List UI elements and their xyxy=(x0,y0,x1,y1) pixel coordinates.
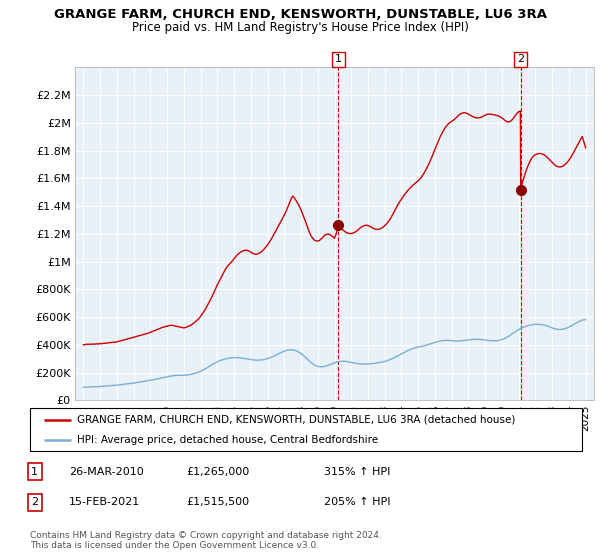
Text: Contains HM Land Registry data © Crown copyright and database right 2024.
This d: Contains HM Land Registry data © Crown c… xyxy=(30,530,382,550)
Text: 15-FEB-2021: 15-FEB-2021 xyxy=(69,497,140,507)
Text: 315% ↑ HPI: 315% ↑ HPI xyxy=(324,466,391,477)
Text: 2: 2 xyxy=(31,497,38,507)
Text: 1: 1 xyxy=(335,54,342,64)
Text: HPI: Average price, detached house, Central Bedfordshire: HPI: Average price, detached house, Cent… xyxy=(77,435,378,445)
Text: 26-MAR-2010: 26-MAR-2010 xyxy=(69,466,144,477)
Text: GRANGE FARM, CHURCH END, KENSWORTH, DUNSTABLE, LU6 3RA (detached house): GRANGE FARM, CHURCH END, KENSWORTH, DUNS… xyxy=(77,415,515,424)
Text: 2: 2 xyxy=(517,54,524,64)
Text: £1,515,500: £1,515,500 xyxy=(186,497,249,507)
Text: £1,265,000: £1,265,000 xyxy=(186,466,249,477)
Text: 205% ↑ HPI: 205% ↑ HPI xyxy=(324,497,391,507)
Text: 1: 1 xyxy=(31,466,38,477)
Text: Price paid vs. HM Land Registry's House Price Index (HPI): Price paid vs. HM Land Registry's House … xyxy=(131,21,469,34)
Text: GRANGE FARM, CHURCH END, KENSWORTH, DUNSTABLE, LU6 3RA: GRANGE FARM, CHURCH END, KENSWORTH, DUNS… xyxy=(53,8,547,21)
